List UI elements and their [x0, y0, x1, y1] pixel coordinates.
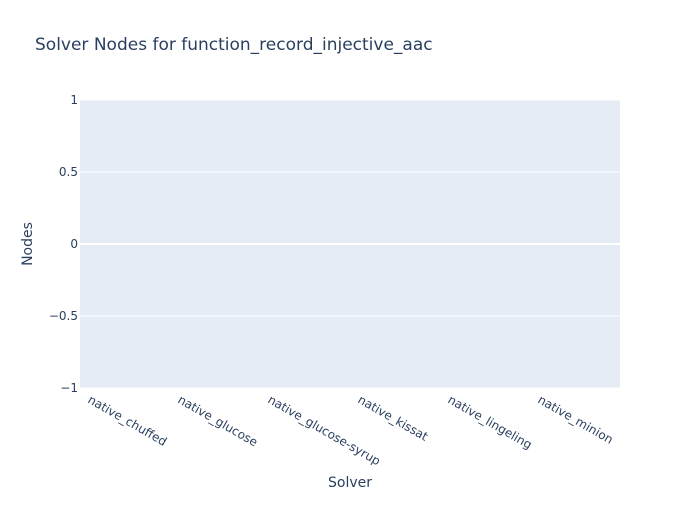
- chart-title: Solver Nodes for function_record_injecti…: [35, 35, 433, 55]
- y-axis-title: Nodes: [20, 222, 36, 266]
- y-gridlines: [80, 99, 620, 389]
- y-tick-label: 0: [70, 237, 78, 251]
- y-tick-label: 1: [70, 93, 78, 107]
- y-tick-label: −0.5: [49, 309, 78, 323]
- y-tick-labels: 1 0.5 0 −0.5 −1: [49, 93, 78, 395]
- y-tick-label: 0.5: [59, 165, 78, 179]
- y-tick-label: −1: [60, 381, 78, 395]
- x-axis-title: Solver: [328, 475, 372, 491]
